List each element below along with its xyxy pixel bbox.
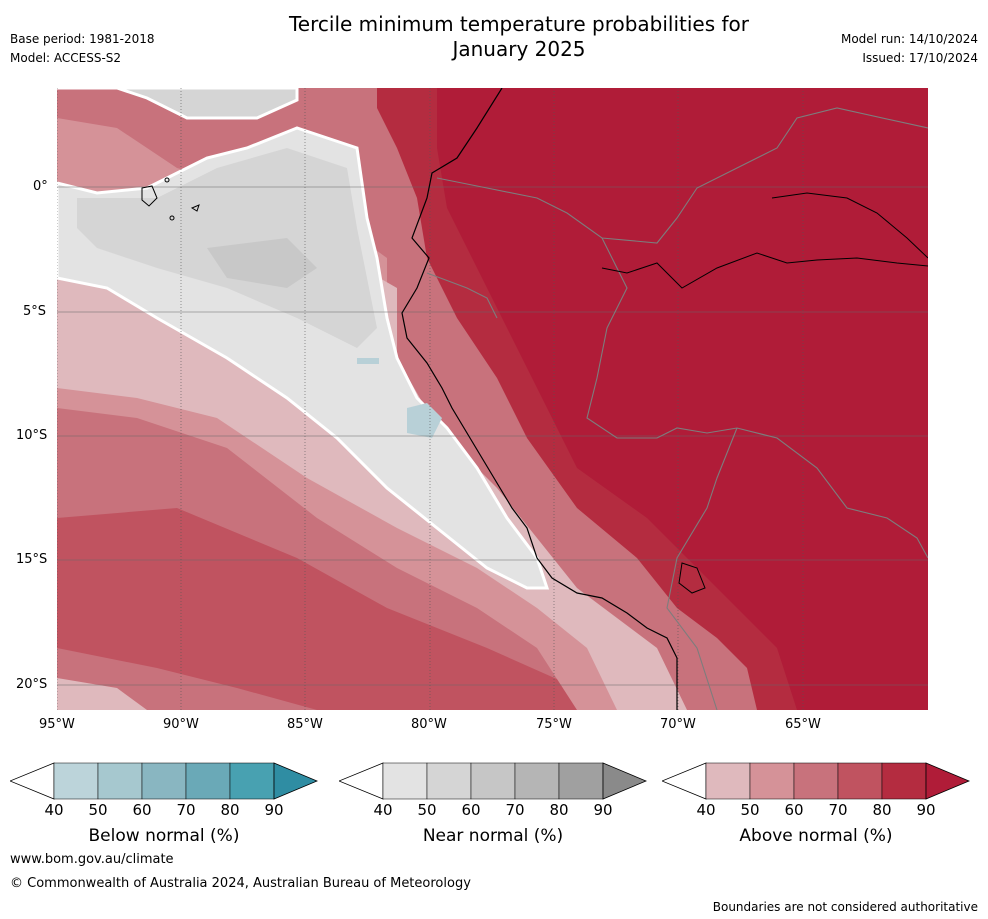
below-tick-40: 40 bbox=[44, 801, 64, 819]
model-run: Model run: 14/10/2024 bbox=[840, 32, 978, 46]
coastline bbox=[401, 88, 678, 710]
lon-tick-95w: 95°W bbox=[39, 717, 75, 732]
lat-tick-0: 0° bbox=[33, 179, 48, 194]
region-below-normal-small bbox=[357, 358, 379, 364]
near-tick-80: 80 bbox=[549, 801, 569, 819]
below-normal-label: Below normal (%) bbox=[88, 826, 240, 846]
below-tick-60: 60 bbox=[132, 801, 152, 819]
colorbar-above-swatch-3 bbox=[793, 762, 839, 800]
colorbar-near-swatch-3 bbox=[470, 762, 516, 800]
amazon-river bbox=[601, 252, 928, 289]
colorbar-below-high-arrow bbox=[273, 762, 318, 800]
colorbar-above-swatch-4 bbox=[837, 762, 883, 800]
below-tick-70: 70 bbox=[176, 801, 196, 819]
near-tick-60: 60 bbox=[461, 801, 481, 819]
region-above-90 bbox=[437, 88, 928, 710]
colorbar-near-swatch-5 bbox=[558, 762, 604, 800]
above-tick-90: 90 bbox=[916, 801, 936, 819]
colorbar-near-high-arrow bbox=[602, 762, 647, 800]
region-below-normal bbox=[407, 403, 442, 438]
region-near-normal-60 bbox=[207, 238, 317, 288]
colorbar-above-swatch-2 bbox=[749, 762, 795, 800]
colorbar-below-swatch-3 bbox=[141, 762, 187, 800]
colorbar-below-swatch-2 bbox=[97, 762, 143, 800]
above-tick-70: 70 bbox=[828, 801, 848, 819]
issued-date: Issued: 17/10/2024 bbox=[862, 51, 978, 65]
model-name: Model: ACCESS-S2 bbox=[10, 51, 122, 65]
colorbar-below-swatch-5 bbox=[229, 762, 275, 800]
latitude-gridlines bbox=[57, 186, 928, 686]
colorbar-below-low-arrow bbox=[10, 762, 55, 800]
near-tick-70: 70 bbox=[505, 801, 525, 819]
colorbar-near-swatch-1 bbox=[382, 762, 428, 800]
country-borders bbox=[426, 107, 928, 710]
footer-copyright: © Commonwealth of Australia 2024, Austra… bbox=[10, 876, 471, 891]
lon-tick-90w: 90°W bbox=[163, 717, 199, 732]
base-period: Base period: 1981-2018 bbox=[10, 32, 155, 46]
lat-tick-15s: 15°S bbox=[16, 552, 48, 567]
colorbar-below-swatch-4 bbox=[185, 762, 231, 800]
title-line-1: Tercile minimum temperature probabilitie… bbox=[288, 12, 750, 36]
above-tick-80: 80 bbox=[872, 801, 892, 819]
above-tick-60: 60 bbox=[784, 801, 804, 819]
lake-titicaca bbox=[678, 562, 706, 594]
colorbar-near-low-arrow bbox=[339, 762, 384, 800]
galapagos-islands bbox=[141, 177, 200, 221]
colorbar-above-high-arrow bbox=[925, 762, 970, 800]
near-normal-label: Near normal (%) bbox=[422, 826, 564, 846]
lon-tick-65w: 65°W bbox=[785, 717, 821, 732]
lon-tick-80w: 80°W bbox=[411, 717, 447, 732]
above-normal-label: Above normal (%) bbox=[739, 826, 893, 846]
above-tick-50: 50 bbox=[740, 801, 760, 819]
colorbar-above-normal bbox=[662, 762, 970, 800]
region-near-normal-north bbox=[57, 88, 299, 120]
near-tick-40: 40 bbox=[373, 801, 393, 819]
title-line-2: January 2025 bbox=[452, 37, 586, 61]
lat-tick-20s: 20°S bbox=[16, 677, 48, 692]
footer-url: www.bom.gov.au/climate bbox=[10, 852, 174, 867]
region-above-40-sw bbox=[57, 678, 147, 710]
above-tick-40: 40 bbox=[696, 801, 716, 819]
colorbar-above-low-arrow bbox=[662, 762, 707, 800]
colorbar-above-swatch-1 bbox=[705, 762, 751, 800]
below-tick-80: 80 bbox=[220, 801, 240, 819]
region-above-70 bbox=[57, 508, 597, 710]
below-tick-50: 50 bbox=[88, 801, 108, 819]
footer-disclaimer: Boundaries are not considered authoritat… bbox=[712, 900, 978, 914]
lon-tick-70w: 70°W bbox=[660, 717, 696, 732]
colorbar-near-swatch-4 bbox=[514, 762, 560, 800]
lat-tick-5s: 5°S bbox=[23, 304, 47, 319]
rio-negro bbox=[771, 192, 928, 259]
map-title: Tercile minimum temperature probabilitie… bbox=[0, 12, 988, 62]
colorbar-below-normal bbox=[10, 762, 318, 800]
near-tick-90: 90 bbox=[593, 801, 613, 819]
colorbar-near-normal bbox=[339, 762, 647, 800]
lon-tick-85w: 85°W bbox=[287, 717, 323, 732]
colorbar-below-swatch-1 bbox=[53, 762, 99, 800]
colorbar-near-swatch-2 bbox=[426, 762, 472, 800]
below-tick-90: 90 bbox=[264, 801, 284, 819]
lat-tick-10s: 10°S bbox=[16, 428, 48, 443]
probability-map bbox=[57, 88, 928, 710]
colorbar-above-swatch-5 bbox=[881, 762, 927, 800]
lon-tick-75w: 75°W bbox=[536, 717, 572, 732]
near-tick-50: 50 bbox=[417, 801, 437, 819]
